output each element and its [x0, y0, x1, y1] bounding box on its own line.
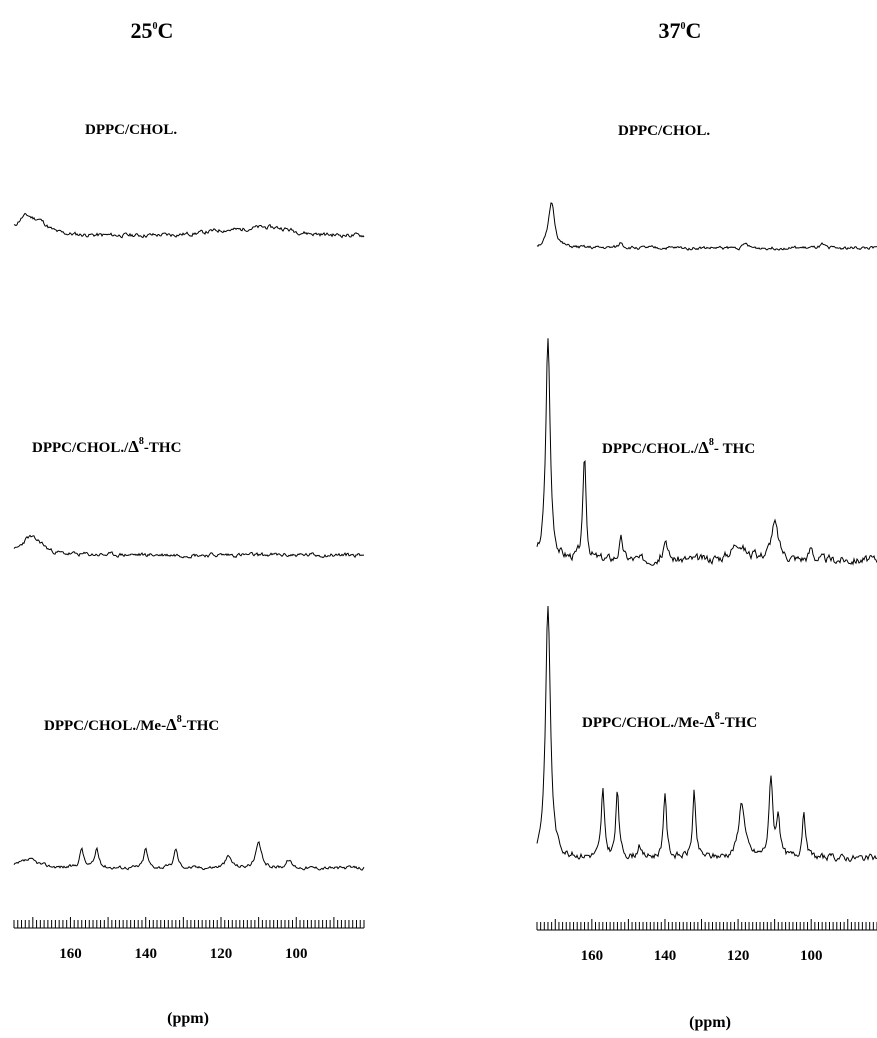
x-unit-label-25c: (ppm): [167, 1010, 209, 1027]
panel-title-37c: 370C: [659, 18, 702, 43]
ppm-tick-label: 140: [134, 946, 157, 962]
spectrum-trace: [13, 534, 364, 559]
ppm-tick-label: 140: [654, 948, 677, 964]
ppm-tick-label: 100: [285, 946, 308, 962]
ppm-tick-label: 120: [727, 948, 750, 964]
x-unit-label-37c: (ppm): [689, 1014, 731, 1031]
trace-label: DPPC/CHOL./Δ8- THC: [602, 437, 755, 457]
ppm-tick-label: 160: [59, 946, 82, 962]
trace-label: DPPC/CHOL.: [618, 123, 710, 139]
panel-title-25c: 250C: [131, 18, 174, 43]
panel-37c: DPPC/CHOL. DPPC/CHOL./Δ8- THC DPPC/CHOL./M…: [536, 123, 877, 964]
trace-label: DPPC/CHOL./Me-Δ8-THC: [44, 714, 219, 734]
spectrum-trace: [536, 605, 877, 863]
trace-label: DPPC/CHOL.: [85, 122, 177, 138]
ppm-tick-label: 160: [581, 948, 604, 964]
trace-label: DPPC/CHOL./Me-Δ8-THC: [582, 711, 757, 731]
trace-label: DPPC/CHOL./Δ8-THC: [32, 436, 181, 456]
spectrum-trace: [13, 212, 365, 239]
ppm-tick-label: 120: [210, 946, 233, 962]
spectrum-trace: [13, 840, 365, 871]
panel-25c: DPPC/CHOL. DPPC/CHOL./Δ8-THC DPPC/CHOL./Me…: [13, 122, 365, 962]
ppm-tick-label: 100: [800, 948, 823, 964]
spectrum-trace: [536, 202, 877, 251]
spectrum-trace: [536, 338, 877, 566]
